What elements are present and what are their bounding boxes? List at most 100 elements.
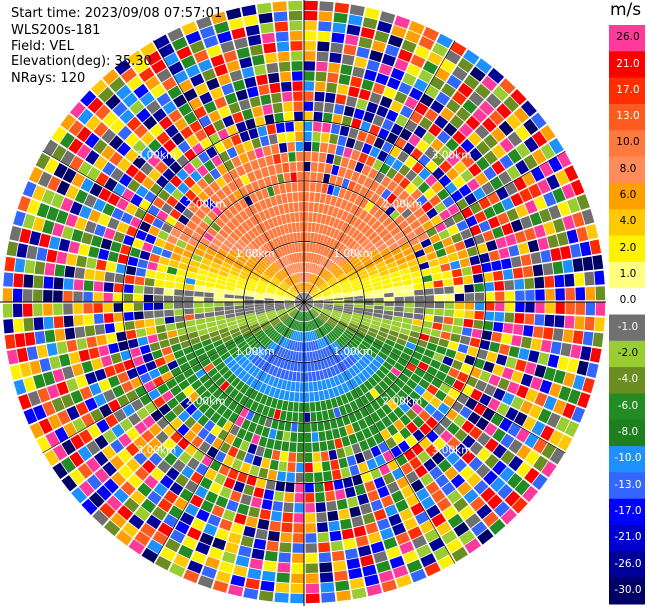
ppi-cell — [68, 241, 80, 254]
ppi-cell — [236, 314, 246, 320]
ppi-cell — [94, 224, 107, 237]
ppi-cell — [477, 447, 492, 462]
ppi-cell — [329, 133, 339, 145]
ppi-cell — [305, 533, 317, 543]
ppi-cell — [495, 354, 508, 366]
ppi-cell — [161, 249, 173, 259]
colorbar-tick-label: -26.0 — [614, 557, 642, 570]
ppi-cell — [170, 227, 182, 238]
ppi-cell — [385, 356, 397, 367]
ppi-cell — [311, 422, 318, 432]
ppi-cell — [304, 61, 316, 71]
ppi-cell — [363, 291, 374, 296]
ppi-cell — [69, 451, 85, 468]
ppi-cell — [234, 302, 244, 306]
ppi-cell — [234, 291, 245, 296]
ppi-cell — [555, 302, 565, 314]
ppi-cell — [404, 302, 414, 308]
ppi-cell — [211, 155, 223, 167]
ppi-cell — [254, 357, 263, 367]
ppi-cell — [329, 263, 337, 272]
ppi-cell — [156, 210, 169, 222]
ppi-cell — [459, 257, 471, 268]
ppi-cell — [331, 32, 345, 44]
ppi-cell — [363, 177, 374, 189]
ppi-cell — [14, 258, 26, 273]
ppi-cell — [311, 320, 316, 330]
ppi-cell — [313, 305, 323, 309]
ppi-cell — [264, 339, 273, 349]
ppi-cell — [69, 155, 84, 172]
ppi-cell — [244, 386, 254, 398]
ppi-cell — [350, 76, 363, 88]
ppi-cell — [267, 72, 280, 84]
ppi-cell — [102, 203, 115, 216]
ppi-cell — [218, 464, 231, 476]
ppi-cell — [214, 21, 230, 34]
ppi-cell — [572, 212, 585, 228]
ppi-cell — [252, 269, 262, 277]
ppi-cell — [242, 249, 252, 258]
ppi-cell — [418, 213, 430, 225]
ppi-cell — [226, 220, 237, 231]
ppi-cell — [304, 298, 313, 302]
ppi-cell — [328, 278, 337, 286]
ppi-cell — [266, 540, 279, 552]
ppi-cell — [562, 259, 574, 273]
ppi-cell — [414, 307, 424, 314]
ppi-cell — [270, 397, 278, 409]
ppi-cell — [331, 314, 340, 320]
ppi-cell — [252, 253, 261, 262]
ppi-cell — [505, 233, 517, 246]
ppi-cell — [218, 270, 229, 278]
ppi-cell — [184, 284, 195, 291]
ppi-cell — [289, 233, 295, 243]
ppi-cell — [560, 245, 572, 260]
ppi-cell — [270, 263, 279, 273]
ppi-cell — [199, 203, 211, 215]
ppi-cell — [130, 216, 142, 229]
ppi-cell — [451, 268, 463, 278]
ppi-cell — [268, 386, 276, 397]
colorbar-tick-label: -6.0 — [617, 399, 639, 412]
ppi-cell — [242, 329, 252, 337]
ppi-cell — [204, 556, 220, 570]
ppi-cell — [210, 87, 224, 100]
ppi-cell — [268, 284, 277, 290]
ppi-cell — [319, 142, 329, 153]
ppi-cell — [174, 282, 185, 290]
ppi-cell — [124, 321, 135, 331]
ppi-cell — [523, 325, 534, 337]
ppi-cell — [217, 128, 230, 141]
ppi-cell — [215, 283, 226, 290]
ppi-cell — [245, 410, 255, 421]
ppi-cell — [43, 276, 54, 289]
ppi-cell — [173, 553, 190, 568]
ppi-cell — [311, 289, 319, 296]
ppi-cell — [185, 64, 201, 78]
ppi-cell — [302, 312, 304, 322]
ppi-cell — [333, 291, 343, 296]
ppi-cell — [290, 583, 304, 594]
ppi-cell — [419, 519, 435, 534]
ppi-cell — [279, 369, 286, 379]
ppi-cell — [86, 440, 101, 456]
ppi-cell — [244, 452, 255, 464]
ppi-cell — [94, 270, 105, 281]
ppi-cell — [297, 283, 301, 293]
ppi-cell — [332, 311, 342, 316]
ppi-cell — [494, 281, 505, 291]
ppi-cell — [195, 318, 206, 325]
ppi-cell — [155, 430, 169, 444]
ppi-cell — [256, 287, 266, 292]
ppi-cell — [77, 108, 94, 125]
ppi-cell — [304, 151, 311, 162]
ppi-cell — [420, 238, 432, 248]
ppi-cell — [354, 298, 364, 302]
ppi-cell — [476, 243, 488, 254]
ppi-cell — [363, 287, 373, 293]
ppi-cell — [117, 157, 131, 172]
ppi-cell — [312, 319, 318, 329]
ppi-cell — [334, 303, 344, 306]
ppi-cell — [312, 452, 321, 462]
